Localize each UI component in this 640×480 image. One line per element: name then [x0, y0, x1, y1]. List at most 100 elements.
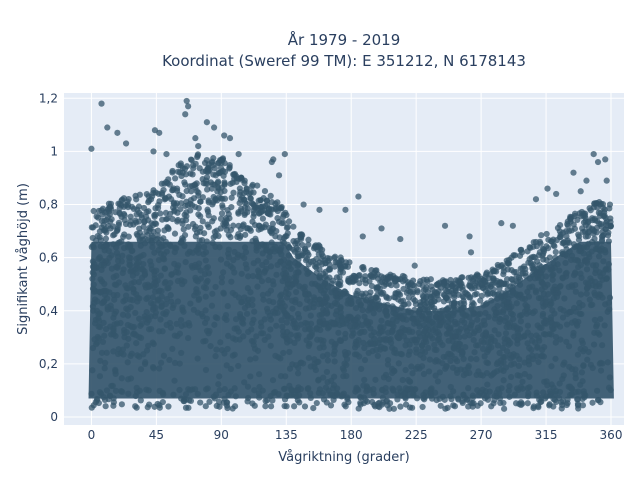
scatter-point: [128, 248, 135, 255]
scatter-point: [231, 385, 238, 392]
scatter-point: [594, 329, 601, 336]
scatter-point: [550, 395, 557, 403]
scatter-point: [221, 187, 228, 195]
scatter-point: [158, 303, 165, 310]
scatter-point: [233, 325, 241, 332]
scatter-point: [415, 329, 422, 336]
scatter-point: [466, 282, 474, 289]
scatter-point: [390, 405, 398, 412]
scatter-point: [111, 296, 118, 303]
scatter-point: [599, 270, 607, 277]
scatter-point: [421, 328, 428, 335]
scatter-point: [340, 367, 348, 374]
scatter-point: [151, 212, 158, 219]
scatter-point: [195, 211, 202, 218]
scatter-point: [175, 162, 182, 169]
scatter-point: [406, 328, 413, 335]
scatter-point: [568, 385, 575, 392]
scatter-point: [134, 232, 141, 239]
scatter-point: [537, 295, 544, 302]
scatter-point: [381, 282, 388, 289]
scatter-point: [283, 319, 290, 326]
scatter-point: [110, 241, 117, 248]
scatter-point: [183, 163, 191, 170]
scatter-point: [293, 288, 300, 296]
scatter-point: [167, 195, 175, 203]
scatter-point: [380, 374, 388, 381]
scatter-point: [151, 249, 158, 256]
scatter-point: [180, 308, 187, 315]
scatter-point: [376, 336, 384, 343]
scatter-point: [561, 359, 568, 366]
scatter-point: [539, 252, 546, 259]
scatter-point-outlier: [594, 158, 602, 166]
scatter-point: [418, 315, 425, 323]
scatter-point: [167, 242, 174, 250]
scatter-point: [227, 180, 234, 187]
scatter-point: [114, 291, 121, 299]
scatter-point: [149, 339, 156, 346]
scatter-point: [356, 353, 363, 360]
scatter-point: [400, 390, 408, 397]
scatter-point: [127, 242, 134, 249]
scatter-point: [295, 256, 302, 263]
scatter-point: [331, 341, 338, 348]
scatter-point: [89, 224, 97, 231]
scatter-point: [150, 365, 157, 372]
scatter-point: [383, 398, 390, 405]
scatter-point: [517, 318, 525, 325]
scatter-point: [180, 226, 187, 233]
scatter-point: [235, 294, 242, 301]
scatter-point: [205, 223, 212, 231]
scatter-point: [599, 342, 606, 349]
scatter-point: [267, 287, 275, 294]
scatter-point-outlier: [583, 177, 590, 184]
scatter-point: [543, 243, 550, 250]
scatter-point: [552, 254, 559, 261]
scatter-point: [169, 215, 176, 223]
scatter-point: [440, 279, 448, 286]
scatter-point: [243, 310, 251, 317]
scatter-point: [605, 299, 612, 307]
scatter-point: [488, 297, 495, 304]
scatter-point: [192, 160, 199, 167]
scatter-point: [372, 376, 379, 383]
scatter-point-outlier: [378, 225, 385, 232]
scatter-point: [237, 225, 245, 233]
scatter-point: [546, 302, 554, 309]
scatter-point: [366, 292, 373, 300]
scatter-point: [587, 275, 594, 282]
scatter-point: [580, 250, 587, 257]
scatter-point: [594, 245, 601, 252]
scatter-point: [295, 364, 302, 371]
scatter-point: [169, 304, 176, 312]
scatter-point: [416, 323, 423, 330]
scatter-point: [263, 258, 270, 266]
scatter-point: [89, 258, 97, 265]
scatter-point: [172, 202, 179, 209]
scatter-point: [209, 290, 216, 297]
scatter-point: [582, 228, 589, 235]
scatter-point: [552, 355, 559, 362]
scatter-point: [578, 310, 585, 318]
scatter-point: [341, 360, 348, 367]
scatter-point: [129, 272, 136, 279]
scatter-point: [564, 310, 571, 318]
scatter-point: [377, 279, 384, 286]
scatter-point: [312, 244, 319, 251]
scatter-point: [182, 404, 190, 411]
scatter-point: [160, 352, 168, 359]
scatter-point: [172, 175, 179, 182]
scatter-point: [216, 403, 223, 410]
scatter-point-outlier: [602, 156, 609, 163]
scatter-point: [538, 232, 545, 239]
scatter-point: [259, 250, 266, 257]
scatter-point: [155, 239, 163, 247]
scatter-point: [543, 378, 550, 385]
scatter-point: [367, 339, 374, 346]
scatter-point: [225, 246, 232, 253]
scatter-point: [370, 310, 377, 317]
scatter-point: [580, 362, 587, 369]
scatter-point: [323, 368, 331, 376]
scatter-point: [418, 363, 426, 370]
